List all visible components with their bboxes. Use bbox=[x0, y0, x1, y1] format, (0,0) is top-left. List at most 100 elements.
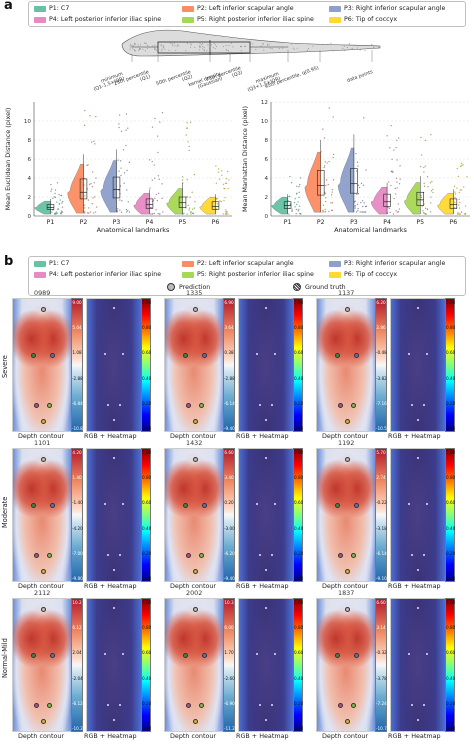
colorbar-tick: 0.80 bbox=[142, 325, 152, 331]
colorbar-tick: 0.60 bbox=[142, 350, 152, 356]
data-point bbox=[322, 128, 324, 130]
data-point bbox=[357, 193, 360, 195]
heatmap-point bbox=[258, 703, 261, 706]
data-point bbox=[291, 210, 293, 212]
schematic-point bbox=[204, 50, 206, 52]
data-point bbox=[94, 143, 96, 145]
violin-P4 bbox=[133, 193, 150, 215]
x-tick-label: P3 bbox=[113, 219, 121, 226]
data-point bbox=[464, 212, 467, 215]
data-point bbox=[83, 124, 86, 126]
colorbar-tick: 4.20 bbox=[72, 450, 82, 455]
schematic-point bbox=[214, 44, 216, 46]
data-point bbox=[325, 179, 328, 181]
data-point bbox=[185, 134, 187, 136]
data-point bbox=[58, 203, 61, 205]
colorbar-tick: 0.20 bbox=[142, 550, 152, 556]
data-point bbox=[430, 202, 432, 204]
data-point bbox=[92, 197, 94, 199]
data-point bbox=[297, 201, 299, 203]
data-point bbox=[324, 211, 327, 213]
data-point bbox=[396, 211, 398, 213]
schematic-point bbox=[171, 43, 173, 45]
y-tick-label: 0 bbox=[27, 214, 31, 220]
colorbar-tick: -9.80 bbox=[72, 576, 83, 581]
schematic-point bbox=[129, 45, 131, 47]
data-point bbox=[120, 167, 122, 169]
depth-colorbar: 6.60 3.14 -0.32 -3.78 -7.24 -10.7 bbox=[375, 598, 387, 732]
data-point bbox=[89, 115, 91, 117]
data-point bbox=[457, 212, 459, 214]
heatmap-point bbox=[104, 353, 107, 356]
data-point bbox=[323, 137, 326, 139]
data-point bbox=[127, 210, 129, 212]
data-point bbox=[361, 200, 364, 202]
data-point bbox=[159, 121, 161, 123]
data-point bbox=[332, 116, 334, 118]
data-point bbox=[398, 208, 400, 210]
data-point bbox=[189, 196, 191, 198]
landmark-marker bbox=[351, 703, 357, 709]
data-point bbox=[395, 193, 397, 195]
colorbar-tick: 0.20 bbox=[294, 550, 304, 556]
data-point bbox=[222, 213, 224, 215]
colorbar-tick: -0.48 bbox=[376, 350, 387, 356]
schematic-point bbox=[160, 50, 162, 52]
schematic-point bbox=[232, 46, 234, 48]
schematic-point bbox=[178, 45, 180, 47]
depth-contour-image bbox=[316, 298, 376, 432]
data-point bbox=[461, 165, 463, 167]
data-point bbox=[93, 182, 95, 184]
schematic-point bbox=[199, 43, 201, 45]
depth-colorbar: 5.70 2.74 -0.22 -3.18 -6.14 -9.10 bbox=[375, 448, 387, 582]
sample-id: 2112 bbox=[34, 589, 51, 597]
landmark-marker bbox=[201, 652, 207, 658]
data-point bbox=[388, 181, 390, 183]
schematic-point bbox=[223, 45, 225, 47]
data-point bbox=[356, 193, 358, 195]
violin-P6 bbox=[437, 193, 454, 215]
iqr-box bbox=[211, 201, 220, 210]
schematic-point bbox=[170, 42, 172, 44]
legend-swatch-icon bbox=[329, 16, 341, 23]
legend-swatch-icon bbox=[34, 16, 46, 23]
data-point bbox=[354, 205, 357, 207]
data-point bbox=[155, 193, 157, 196]
colorbar-tick: 0.60 bbox=[294, 500, 304, 506]
colorbar-tick: 1.40 bbox=[72, 475, 82, 481]
landmark-marker bbox=[344, 306, 350, 312]
landmark-marker bbox=[199, 403, 205, 409]
data-point bbox=[332, 156, 334, 159]
data-point bbox=[89, 183, 91, 186]
schematic-point bbox=[200, 44, 202, 46]
data-point bbox=[430, 196, 432, 198]
colorbar-tick: 0.60 bbox=[294, 350, 304, 356]
legend-swatch-icon bbox=[34, 260, 46, 267]
data-point bbox=[466, 176, 468, 178]
data-point bbox=[220, 200, 223, 203]
legend-item-p4: P4: Left posterior inferior iliac spine bbox=[34, 16, 161, 23]
y-tick-label: 0 bbox=[264, 214, 268, 220]
schematic-point bbox=[138, 49, 140, 51]
schematic-point bbox=[190, 44, 192, 46]
data-point bbox=[464, 205, 467, 207]
data-point bbox=[424, 165, 426, 167]
schematic-diagram bbox=[121, 29, 381, 62]
heatmap-point bbox=[273, 653, 276, 656]
schematic-point bbox=[185, 50, 187, 52]
schematic-point bbox=[199, 49, 201, 51]
data-point bbox=[387, 206, 389, 208]
landmark-marker bbox=[31, 352, 37, 358]
schematic-point bbox=[160, 44, 162, 46]
data-point bbox=[51, 211, 53, 213]
violin-P1 bbox=[271, 197, 288, 215]
schematic-point bbox=[187, 42, 189, 44]
ground-truth-marker-icon bbox=[293, 283, 301, 291]
heatmap-point bbox=[258, 403, 261, 406]
data-point bbox=[420, 196, 423, 199]
heatmap-point bbox=[265, 607, 267, 610]
landmark-marker bbox=[351, 553, 357, 559]
landmark-marker bbox=[201, 352, 207, 358]
heatmap-point bbox=[423, 553, 426, 556]
heatmap-point bbox=[408, 503, 411, 506]
